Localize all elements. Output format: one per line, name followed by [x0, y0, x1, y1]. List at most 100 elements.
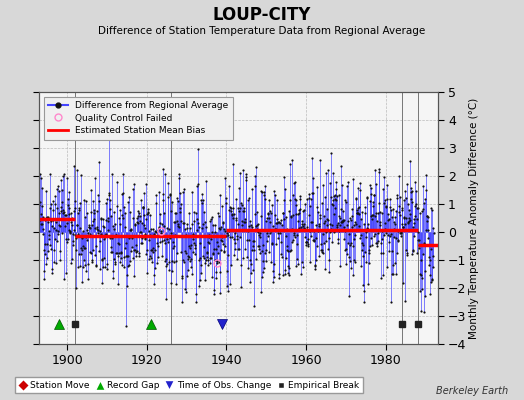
- Point: [161, 240, 169, 246]
- Point: [181, 226, 190, 233]
- Point: [212, 269, 221, 275]
- Point: [221, 243, 229, 249]
- Point: [109, 274, 117, 281]
- Point: [154, 227, 162, 233]
- Point: [300, 221, 308, 227]
- Point: [393, 192, 401, 198]
- Point: [151, 247, 159, 253]
- Point: [60, 209, 68, 215]
- Point: [342, 261, 351, 268]
- Point: [274, 230, 282, 236]
- Point: [236, 262, 245, 268]
- Point: [385, 216, 393, 222]
- Point: [106, 235, 115, 241]
- Point: [331, 196, 339, 202]
- Point: [297, 223, 305, 230]
- Point: [176, 190, 184, 196]
- Point: [308, 218, 316, 225]
- Point: [93, 226, 101, 232]
- Point: [198, 191, 206, 197]
- Point: [112, 231, 120, 238]
- Point: [166, 192, 174, 198]
- Point: [336, 206, 345, 212]
- Point: [363, 194, 371, 201]
- Point: [413, 229, 422, 236]
- Point: [276, 217, 285, 224]
- Point: [286, 160, 294, 167]
- Point: [154, 254, 162, 260]
- Point: [341, 247, 349, 253]
- Point: [66, 188, 74, 195]
- Point: [262, 258, 270, 264]
- Point: [355, 223, 364, 230]
- Point: [127, 248, 135, 254]
- Point: [244, 265, 253, 272]
- Point: [212, 245, 220, 252]
- Point: [250, 210, 259, 217]
- Point: [404, 201, 412, 208]
- Point: [358, 242, 367, 248]
- Point: [340, 236, 348, 243]
- Point: [224, 251, 232, 258]
- Point: [75, 205, 83, 211]
- Point: [416, 288, 424, 294]
- Point: [379, 250, 387, 256]
- Point: [105, 192, 114, 198]
- Point: [150, 281, 159, 287]
- Point: [163, 224, 171, 231]
- Point: [45, 228, 53, 234]
- Point: [316, 215, 324, 222]
- Point: [325, 235, 334, 242]
- Point: [163, 236, 171, 242]
- Point: [202, 248, 211, 255]
- Point: [143, 270, 151, 276]
- Point: [342, 199, 350, 205]
- Point: [295, 210, 303, 216]
- Point: [226, 234, 235, 240]
- Point: [348, 243, 357, 249]
- Point: [209, 250, 217, 256]
- Point: [130, 220, 139, 227]
- Point: [333, 240, 342, 247]
- Point: [410, 212, 419, 219]
- Point: [374, 238, 383, 244]
- Point: [186, 245, 194, 252]
- Point: [142, 251, 150, 258]
- Point: [70, 163, 79, 169]
- Point: [148, 259, 156, 265]
- Point: [326, 226, 335, 232]
- Point: [373, 218, 381, 225]
- Point: [228, 234, 236, 240]
- Point: [402, 215, 410, 222]
- Point: [369, 192, 378, 198]
- Point: [160, 210, 168, 217]
- Point: [58, 230, 67, 236]
- Point: [231, 230, 239, 236]
- Point: [185, 210, 193, 216]
- Point: [274, 219, 282, 226]
- Point: [419, 200, 428, 206]
- Point: [226, 204, 234, 211]
- Point: [137, 240, 145, 246]
- Point: [91, 225, 99, 232]
- Point: [149, 226, 157, 233]
- Point: [405, 218, 413, 224]
- Point: [309, 237, 317, 243]
- Point: [385, 248, 394, 254]
- Point: [113, 202, 122, 209]
- Point: [329, 170, 337, 176]
- Point: [332, 224, 341, 230]
- Point: [53, 183, 62, 190]
- Point: [102, 217, 110, 224]
- Point: [191, 245, 200, 251]
- Point: [38, 226, 47, 232]
- Point: [150, 264, 159, 271]
- Point: [61, 270, 70, 276]
- Point: [263, 215, 271, 221]
- Point: [265, 215, 274, 222]
- Point: [310, 228, 318, 234]
- Point: [395, 209, 403, 215]
- Point: [303, 239, 311, 245]
- Point: [159, 165, 168, 172]
- Point: [328, 239, 336, 245]
